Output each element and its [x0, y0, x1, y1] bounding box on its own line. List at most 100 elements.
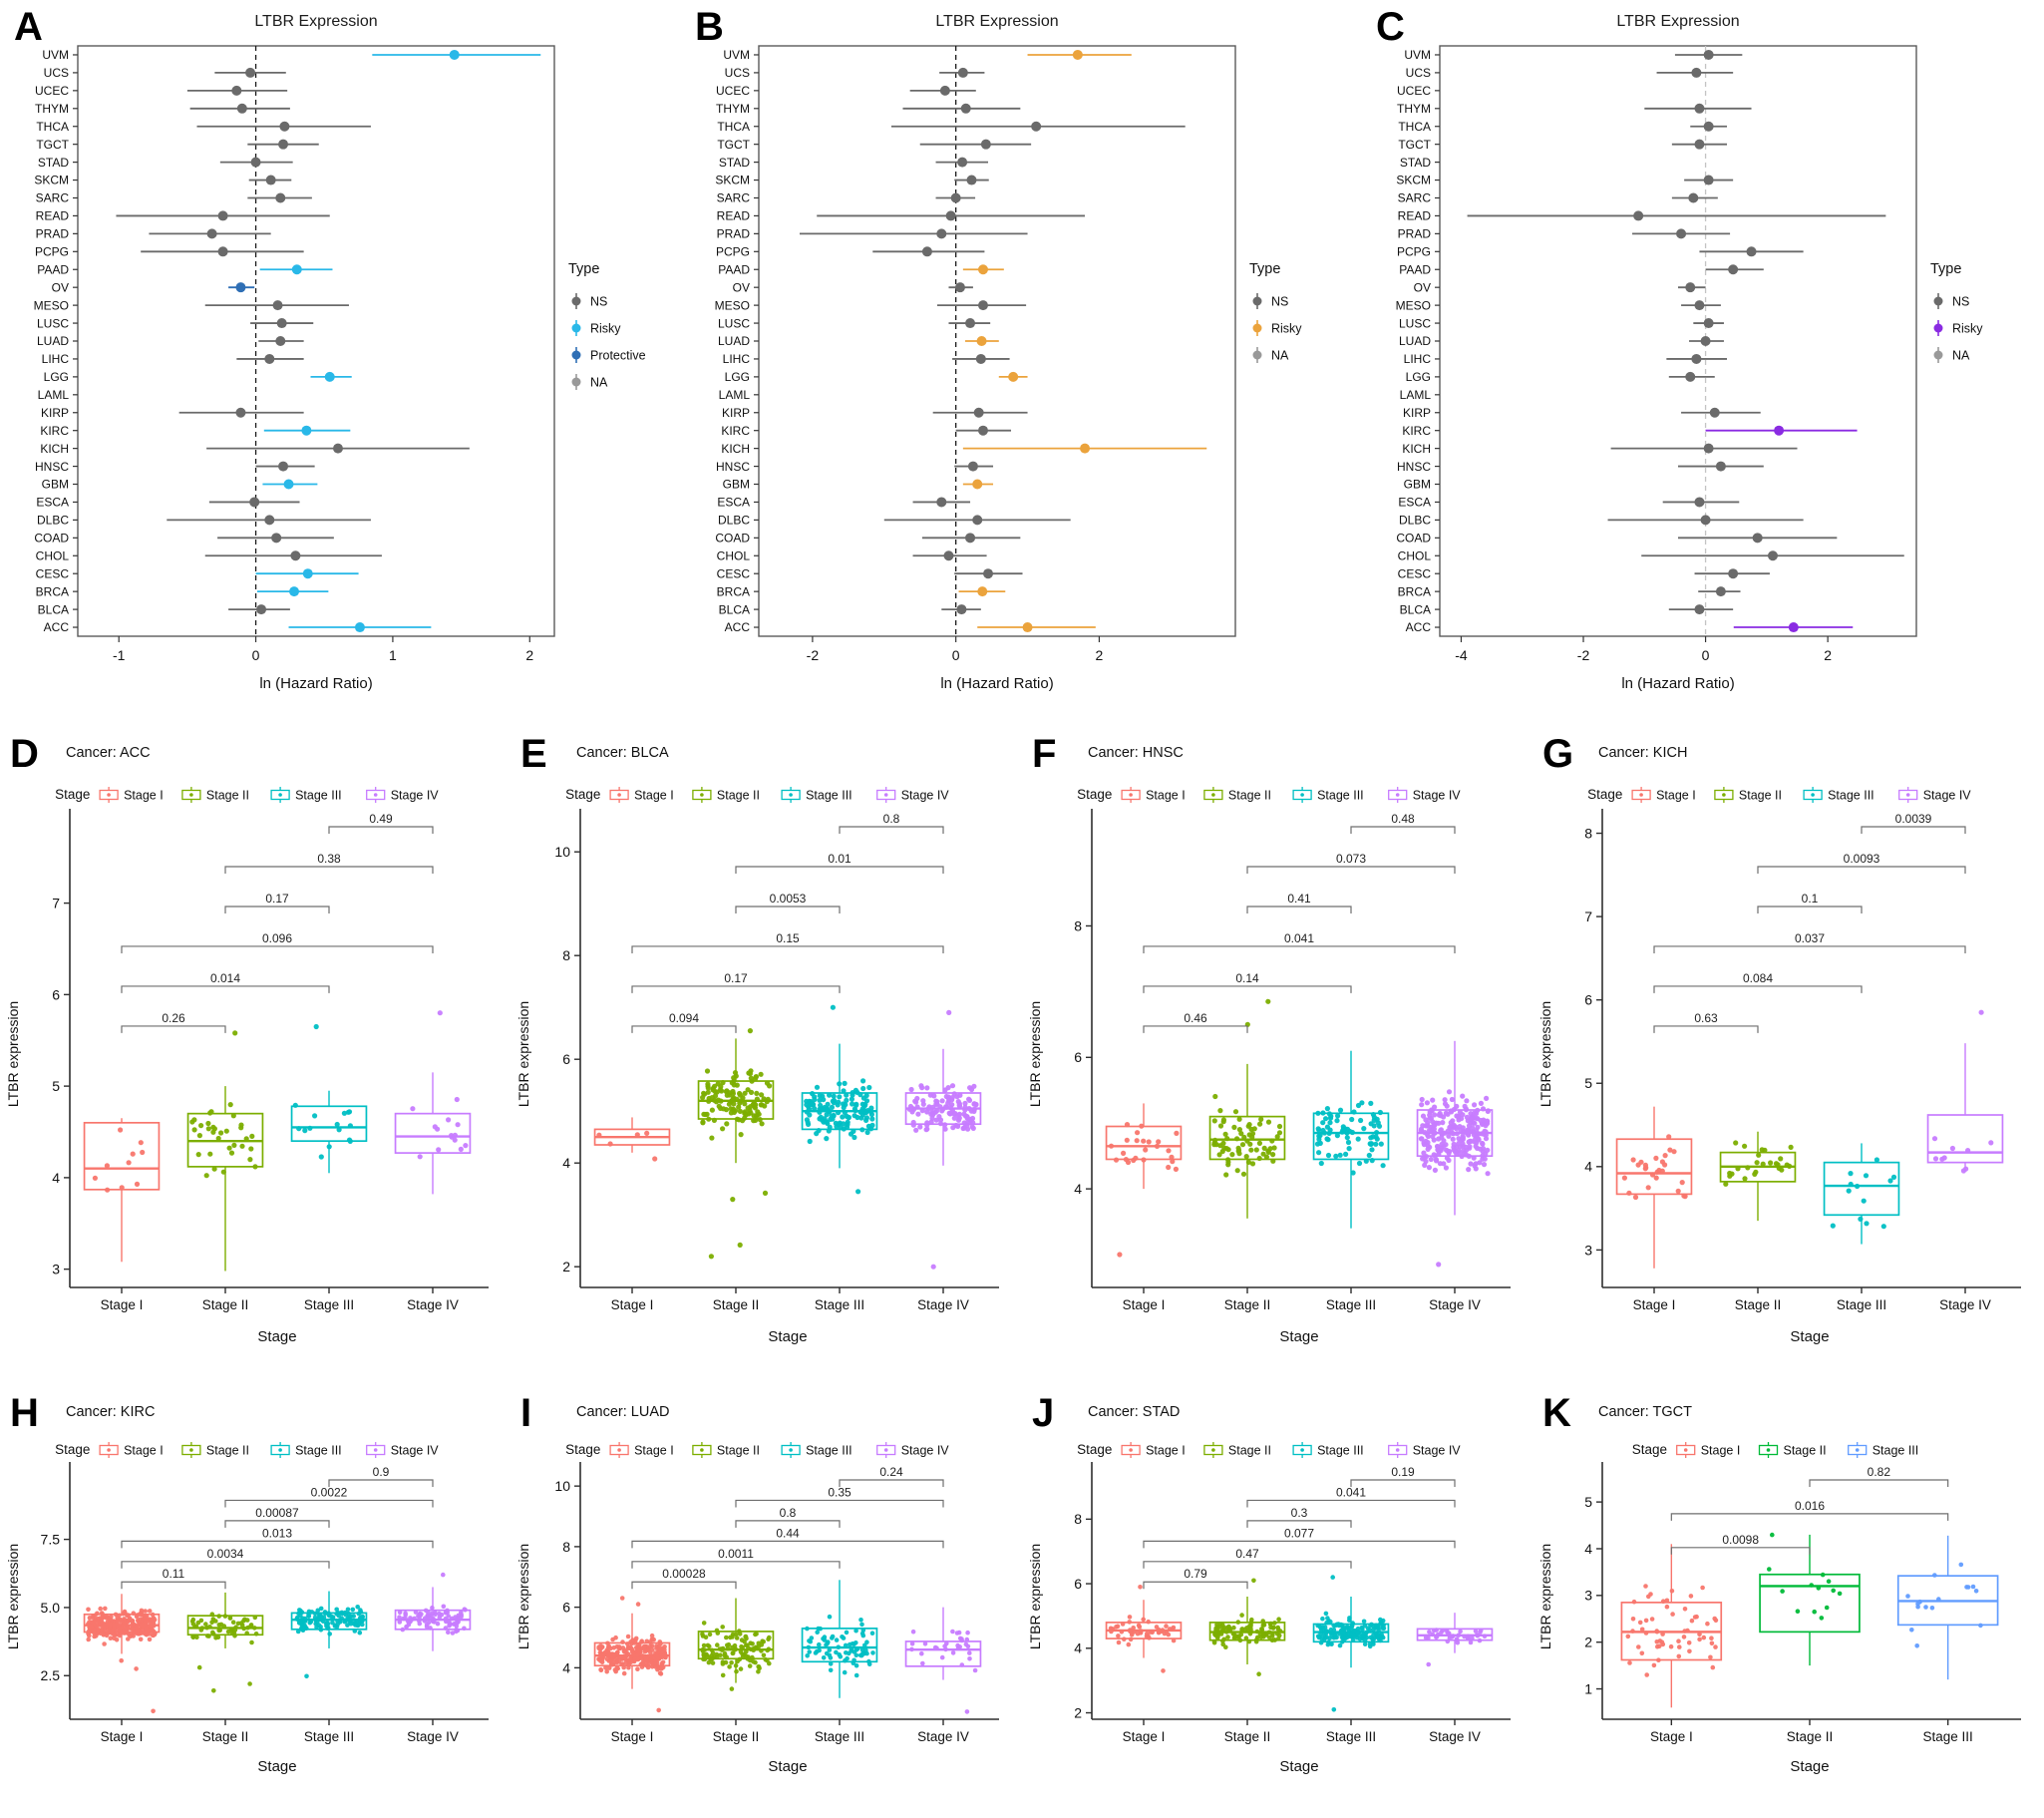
x-tick-label: Stage II	[1224, 1729, 1271, 1744]
jitter-point	[1664, 1604, 1670, 1610]
cancer-row-label: LAML	[1400, 388, 1432, 402]
jitter-point	[1767, 1567, 1772, 1572]
jitter-point	[454, 1627, 460, 1633]
jitter-point	[1257, 1121, 1263, 1127]
jitter-point	[130, 1619, 136, 1625]
jitter-point	[1440, 1120, 1446, 1126]
pvalue-bracket: 0.077	[1143, 1526, 1456, 1549]
jitter-point	[1643, 1165, 1649, 1171]
jitter-point	[1475, 1124, 1481, 1130]
jitter-point	[123, 1629, 128, 1635]
jitter-point	[441, 1604, 447, 1610]
jitter-point	[1320, 1110, 1326, 1116]
jitter-point	[248, 1623, 253, 1629]
x-tick-label: Stage II	[202, 1729, 249, 1744]
legend-boxplot-icon	[617, 1448, 621, 1452]
jitter-point	[745, 1105, 751, 1111]
legend-entry-label: Stage III	[806, 1443, 852, 1457]
jitter-point	[1320, 1635, 1325, 1639]
jitter-point	[713, 1099, 720, 1105]
jitter-point	[86, 1607, 91, 1613]
jitter-point	[205, 1120, 211, 1127]
y-tick-label: 5.0	[41, 1600, 61, 1616]
chart-title: Cancer: ACC	[66, 745, 151, 761]
forest-row-UVM	[372, 49, 541, 60]
jitter-point	[357, 1630, 363, 1636]
cancer-row-label: TGCT	[717, 138, 750, 152]
jitter-point	[849, 1096, 854, 1102]
pvalue-bracket: 0.17	[224, 892, 330, 913]
jitter-point	[341, 1110, 347, 1116]
y-tick-label: 1	[1584, 1680, 1592, 1696]
jitter-point	[322, 1610, 328, 1615]
jitter-point	[709, 1135, 715, 1141]
jitter-point	[919, 1650, 924, 1656]
jitter-point	[1666, 1134, 1672, 1140]
jitter-point	[840, 1114, 846, 1120]
pvalue-label: 0.24	[879, 1465, 903, 1479]
jitter-point	[825, 1101, 831, 1107]
box	[394, 1112, 472, 1154]
cancer-row-label: STAD	[1400, 156, 1431, 170]
legend-entry-label: Stage I	[634, 1443, 674, 1457]
jitter-point	[1697, 1632, 1702, 1637]
estimate-point	[1031, 121, 1042, 132]
jitter-point	[1332, 1633, 1338, 1637]
forest-row-ACC	[288, 622, 432, 633]
cancer-row-label: KICH	[721, 442, 750, 456]
jitter-point	[831, 1100, 837, 1106]
jitter-point	[1669, 1589, 1675, 1594]
jitter-point	[934, 1101, 940, 1107]
boxplot-group-stage-i	[593, 1117, 671, 1162]
jitter-point	[435, 1621, 441, 1627]
cancer-row-label: LUAD	[1399, 334, 1431, 348]
x-axis-label: Stage	[768, 1328, 807, 1345]
jitter-point	[1378, 1637, 1383, 1643]
jitter-point	[1225, 1162, 1231, 1168]
jitter-point	[105, 1187, 111, 1193]
jitter-point	[95, 1611, 100, 1617]
legend-boxplot-icon	[1395, 793, 1400, 797]
jitter-point	[1887, 1178, 1893, 1184]
legend-entry-label: Stage III	[1828, 788, 1874, 802]
pvalue-bracket: 0.0034	[121, 1547, 330, 1569]
jitter-point	[704, 1651, 709, 1657]
jitter-point	[1245, 1159, 1251, 1165]
forest-row-BRCA	[1698, 586, 1741, 597]
y-axis-label: LTBR expression	[1027, 1544, 1043, 1649]
jitter-point	[943, 1104, 949, 1110]
x-tick-label: -2	[1577, 647, 1590, 663]
y-tick-label: 8	[1584, 825, 1592, 841]
forest-row-KIRC	[955, 425, 1012, 436]
jitter-point	[1733, 1140, 1739, 1146]
jitter-point	[964, 1709, 970, 1714]
jitter-point	[430, 1605, 435, 1611]
jitter-point	[1373, 1141, 1379, 1147]
jitter-point	[700, 1094, 706, 1101]
jitter-point	[909, 1640, 915, 1646]
jitter-point	[720, 1080, 726, 1086]
estimate-point	[245, 67, 256, 78]
estimate-point	[977, 586, 988, 597]
estimate-point	[921, 246, 932, 257]
jitter-point	[1653, 1155, 1659, 1161]
jitter-point	[1727, 1170, 1733, 1177]
cancer-row-label: UCS	[725, 66, 750, 80]
jitter-point	[1636, 1644, 1641, 1649]
jitter-point	[1116, 1634, 1121, 1638]
cancer-row-label: ESCA	[36, 496, 69, 510]
jitter-point	[605, 1640, 610, 1646]
estimate-point	[1008, 371, 1019, 382]
boxplot-group-stage-iv	[394, 1010, 472, 1195]
legend-boxplot-icon	[278, 1448, 282, 1452]
jitter-point	[714, 1628, 720, 1634]
cancer-row-label: DLBC	[718, 514, 750, 528]
jitter-point	[131, 1611, 137, 1616]
jitter-point	[87, 1625, 92, 1631]
y-tick-label: 10	[554, 1478, 570, 1494]
pvalue-label: 0.0098	[1722, 1533, 1759, 1547]
y-tick-label: 4	[562, 1659, 570, 1675]
jitter-point	[742, 1090, 748, 1096]
jitter-point	[1449, 1096, 1455, 1103]
jitter-point	[306, 1614, 312, 1619]
